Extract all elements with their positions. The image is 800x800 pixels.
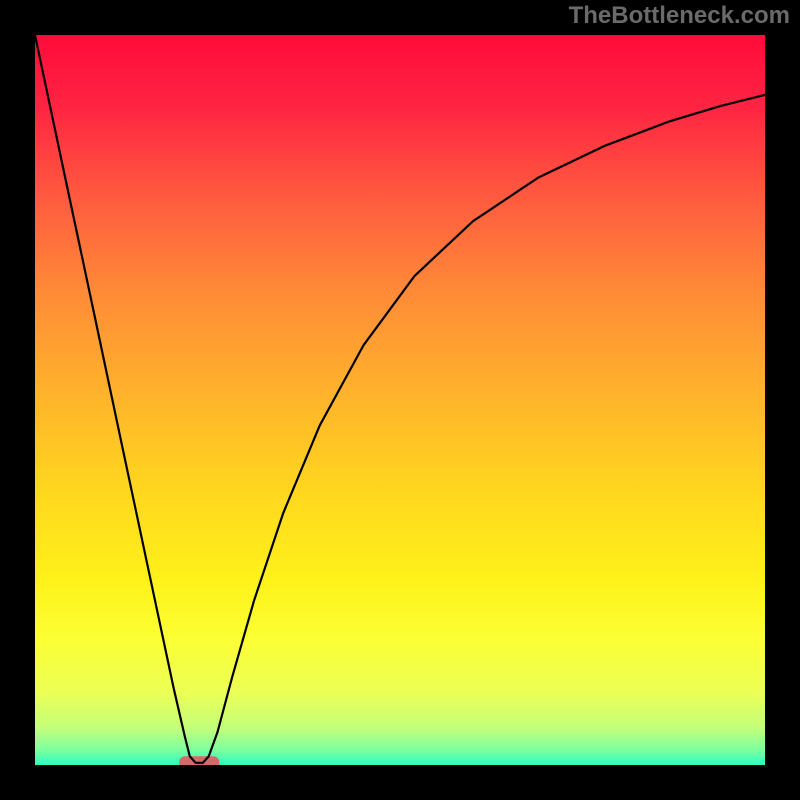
- watermark-text: TheBottleneck.com: [569, 2, 790, 30]
- plot-svg: [35, 35, 765, 765]
- gradient-background: [35, 35, 765, 765]
- chart-frame: TheBottleneck.com: [0, 0, 800, 800]
- plot-area: [35, 35, 765, 765]
